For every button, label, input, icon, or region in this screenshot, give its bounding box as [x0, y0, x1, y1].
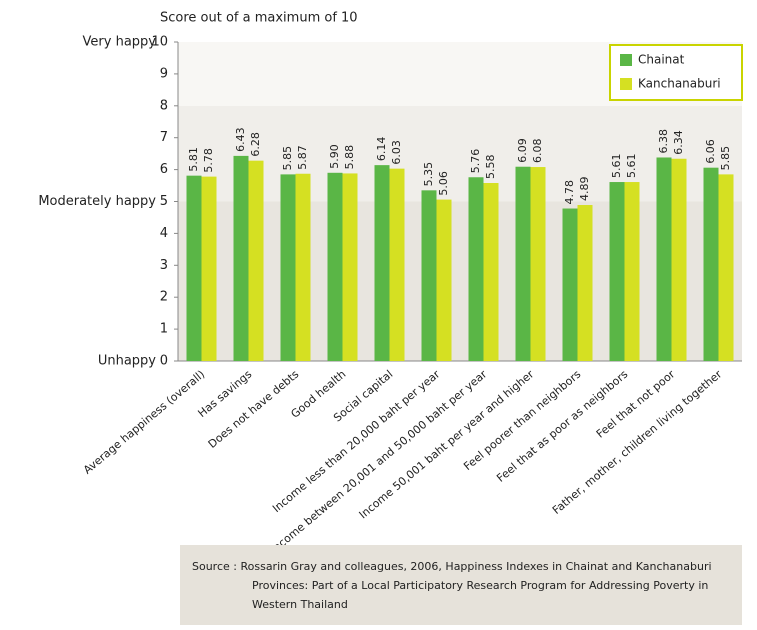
- bar: [280, 174, 296, 361]
- bar: [671, 158, 687, 361]
- y-axis-title: Score out of a maximum of 10: [160, 11, 358, 26]
- bar: [609, 182, 625, 361]
- value-label: 6.28: [249, 132, 262, 157]
- background-band: [178, 105, 742, 202]
- bar: [624, 182, 640, 361]
- value-label: 6.14: [375, 137, 388, 162]
- bar: [389, 168, 405, 361]
- bar: [562, 208, 578, 361]
- y-tick-label: 3: [160, 258, 168, 273]
- bar: [483, 182, 499, 361]
- x-tick-label: Average happiness (overall): [81, 368, 207, 477]
- bar: [248, 160, 264, 361]
- value-label: 6.34: [672, 130, 685, 155]
- bar: [656, 157, 672, 361]
- value-label: 4.78: [563, 180, 576, 205]
- y-tick-label: 10: [151, 35, 168, 50]
- value-label: 5.76: [469, 149, 482, 174]
- y-tick-label: 1: [160, 322, 168, 337]
- chart: Score out of a maximum of 10 0 1 2 3 4 5 6 7 8 9 1…: [38, 11, 743, 545]
- value-label: 5.85: [719, 146, 732, 171]
- zone-label: Moderately happy: [38, 194, 156, 209]
- value-label: 5.85: [281, 146, 294, 171]
- bar: [201, 176, 217, 361]
- x-tick-label: Income between 20,001 and 50,000 baht pe…: [268, 367, 490, 545]
- bar: [186, 175, 202, 361]
- legend-swatch: [620, 78, 632, 90]
- x-tick-label: Income less than 20,000 baht per year: [270, 367, 443, 515]
- legend-label: Chainat: [638, 53, 685, 67]
- x-tick-label: Father, mother, children living together: [550, 367, 725, 517]
- value-label: 5.35: [422, 162, 435, 187]
- value-label: 5.61: [610, 154, 623, 179]
- value-label: 5.06: [437, 171, 450, 196]
- y-tick-label: 8: [160, 98, 168, 113]
- value-label: 5.61: [625, 154, 638, 179]
- bar: [703, 167, 719, 361]
- y-tick-label: 0: [160, 354, 168, 369]
- value-label: 6.38: [657, 129, 670, 154]
- zone-label: Very happy: [83, 35, 157, 50]
- legend-swatch: [620, 54, 632, 66]
- bar: [530, 167, 546, 361]
- bar: [295, 173, 311, 361]
- bar: [515, 166, 531, 361]
- x-tick-label: Income 50,001 baht per year and higher: [357, 367, 537, 521]
- y-tick-label: 6: [160, 162, 168, 177]
- y-tick-label: 9: [160, 66, 168, 81]
- background-band: [178, 201, 742, 361]
- bar: [233, 155, 249, 361]
- y-tick-label: 7: [160, 130, 168, 145]
- x-tick-label: Does not have debts: [206, 367, 302, 450]
- value-label: 5.90: [328, 144, 341, 169]
- value-label: 4.89: [578, 177, 591, 202]
- bar: [374, 165, 390, 361]
- source-box: Source : Rossarin Gray and colleagues, 2…: [180, 545, 742, 625]
- value-label: 5.87: [296, 145, 309, 170]
- bar: [342, 173, 358, 361]
- bar: [468, 177, 484, 361]
- value-label: 6.03: [390, 140, 403, 165]
- bar: [577, 205, 593, 361]
- bar: [421, 190, 437, 361]
- value-label: 5.78: [202, 148, 215, 173]
- bar: [718, 174, 734, 361]
- value-label: 6.43: [234, 127, 247, 152]
- bar: [436, 199, 452, 361]
- y-tick-label: 2: [160, 290, 168, 305]
- x-tick-label: Feel that not poor: [594, 367, 678, 440]
- source-text: Source : Rossarin Gray and colleagues, 2…: [192, 560, 712, 611]
- value-label: 5.88: [343, 145, 356, 170]
- value-label: 5.81: [187, 147, 200, 172]
- value-label: 6.09: [516, 138, 529, 163]
- bar: [327, 172, 343, 361]
- y-tick-label: 4: [160, 226, 168, 241]
- value-label: 6.08: [531, 139, 544, 164]
- y-tick-label: 5: [160, 194, 168, 209]
- value-label: 5.58: [484, 154, 497, 179]
- legend-label: Kanchanaburi: [638, 77, 721, 91]
- zone-label: Unhappy: [98, 354, 156, 369]
- value-label: 6.06: [704, 139, 717, 164]
